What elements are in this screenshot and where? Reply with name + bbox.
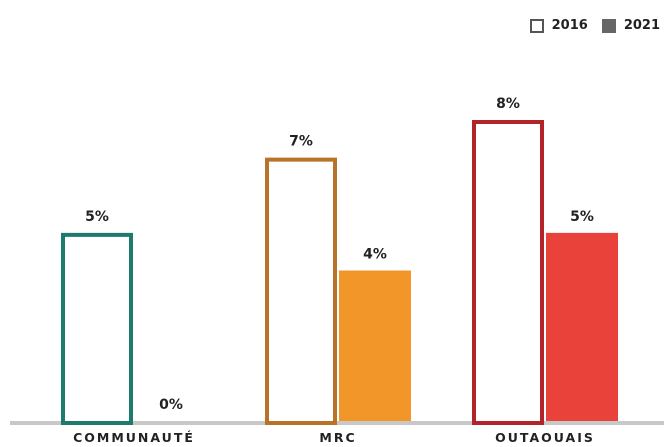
bar-2021-mrc [339,270,411,421]
data-label-2021-mrc: 4% [363,247,387,263]
legend-item-2016: 2016 [529,18,588,33]
bar-2016-communaute [61,232,133,425]
data-label-2021-communaute: 0% [159,397,183,413]
legend-item-2021: 2021 [601,18,660,33]
data-label-2016-communaute: 5% [85,209,109,225]
legend-swatch-2021 [601,18,616,33]
data-label-2021-outaouais: 5% [570,209,594,225]
data-label-2016-mrc: 7% [289,134,313,150]
data-label-2016-outaouais: 8% [496,96,520,112]
category-label-communaute: COMMUNAUTÉ [73,430,195,445]
category-label-outaouais: OUTAOUAIS [495,430,595,445]
category-label-mrc: MRC [319,430,356,445]
bar-2016-outaouais [472,120,544,425]
legend-swatch-2016 [529,18,544,33]
bar-2016-mrc [265,157,337,425]
legend-label-2021: 2021 [623,18,660,33]
chart-legend: 2016 2021 [516,18,660,33]
bar-2021-outaouais [546,232,618,421]
legend-label-2016: 2016 [551,18,588,33]
